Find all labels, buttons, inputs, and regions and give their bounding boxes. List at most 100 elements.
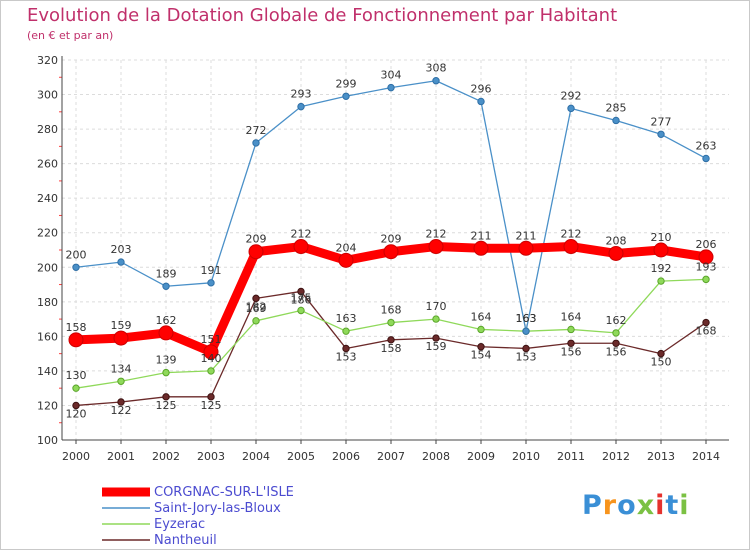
data-point [162,393,170,401]
data-label: 211 [471,229,492,242]
data-label: 159 [426,340,447,353]
data-label: 304 [381,69,402,82]
data-label: 203 [111,243,132,256]
data-point [297,102,305,111]
data-label: 139 [156,354,177,367]
data-point [518,240,534,256]
x-tick-label: 2003 [197,450,225,463]
data-point [612,329,620,337]
y-tick-label: 120 [37,399,58,412]
legend-item-saint-jory: Saint-Jory-las-Bloux [100,500,430,516]
data-point [657,277,665,285]
logo-letter: i [655,490,666,521]
data-point [248,244,264,260]
y-tick-label: 160 [37,330,58,343]
y-tick-label: 140 [37,365,58,378]
data-point [612,116,620,125]
data-label: 272 [246,124,267,137]
y-tick-label: 240 [37,192,58,205]
x-tick-label: 2007 [377,450,405,463]
data-label: 150 [651,356,672,369]
data-point [653,242,669,258]
data-point [657,130,665,138]
data-label: 164 [471,310,492,323]
data-point [702,154,710,163]
x-tick-label: 2012 [602,450,630,463]
data-point [387,318,395,327]
proxiti-logo: Proxiti [582,490,690,521]
legend-label-eyzerac: Eyzerac [154,516,206,532]
data-point [563,239,579,255]
legend-swatch-eyzerac [102,523,150,525]
data-label: 263 [696,139,717,152]
data-label: 175 [291,291,312,304]
data-point [68,332,84,348]
legend-label-corgnac: CORGNAC-SUR-L'ISLE [154,484,294,500]
data-label: 212 [426,228,447,241]
data-point [162,368,170,377]
data-label: 206 [696,238,717,251]
data-label: 308 [426,62,447,75]
chart-subtitle: (en € et par an) [27,29,114,42]
data-label: 151 [201,333,222,346]
data-label: 200 [66,248,87,261]
data-point [608,245,624,261]
data-point [342,92,350,100]
data-label: 168 [696,325,717,338]
legend-label-nantheuil: Nantheuil [154,532,217,548]
legend-item-corgnac: CORGNAC-SUR-L'ISLE [100,484,430,500]
data-point [293,239,309,255]
data-label: 125 [201,399,222,412]
x-tick-label: 2002 [152,450,180,463]
y-tick-label: 260 [37,158,58,171]
data-point [702,318,710,327]
y-tick-label: 100 [37,434,58,447]
legend-swatch-nantheuil [102,539,150,541]
x-tick-label: 2001 [107,450,135,463]
data-point [207,393,215,401]
data-point [522,344,530,353]
x-tick-label: 2005 [287,450,315,463]
data-point [477,325,485,334]
data-label: 162 [606,314,627,327]
data-point [612,339,620,347]
data-point [158,325,174,341]
data-label: 292 [561,89,582,102]
data-point [252,317,260,325]
x-tick-label: 2008 [422,450,450,463]
data-point [207,279,215,287]
data-label: 182 [246,300,267,313]
data-label: 212 [561,228,582,241]
data-point [117,258,125,266]
data-point [428,239,444,255]
data-label: 189 [156,267,177,280]
data-label: 163 [336,312,357,325]
data-label: 153 [336,350,357,363]
logo-letter: P [582,490,603,521]
data-point [162,282,170,290]
data-label: 209 [381,233,402,246]
x-tick-label: 2006 [332,450,360,463]
data-label: 158 [381,342,402,355]
data-label: 293 [291,88,312,101]
data-label: 140 [201,352,222,365]
data-label: 285 [606,101,627,114]
data-label: 156 [606,345,627,358]
data-label: 186 [291,293,312,306]
y-tick-label: 300 [37,89,58,102]
data-point [698,249,714,265]
data-label: 154 [471,349,492,362]
data-label: 163 [516,312,537,325]
x-tick-label: 2013 [647,450,675,463]
logo-letter: o [617,490,637,521]
data-point [432,77,440,85]
legend-swatch-corgnac [102,487,150,497]
data-point [477,97,485,106]
data-point [72,401,80,410]
data-point [567,339,575,347]
data-label: 170 [426,300,447,313]
y-tick-label: 320 [37,54,58,67]
logo-letter: r [602,490,618,521]
data-point [387,83,395,92]
data-point [567,325,575,334]
